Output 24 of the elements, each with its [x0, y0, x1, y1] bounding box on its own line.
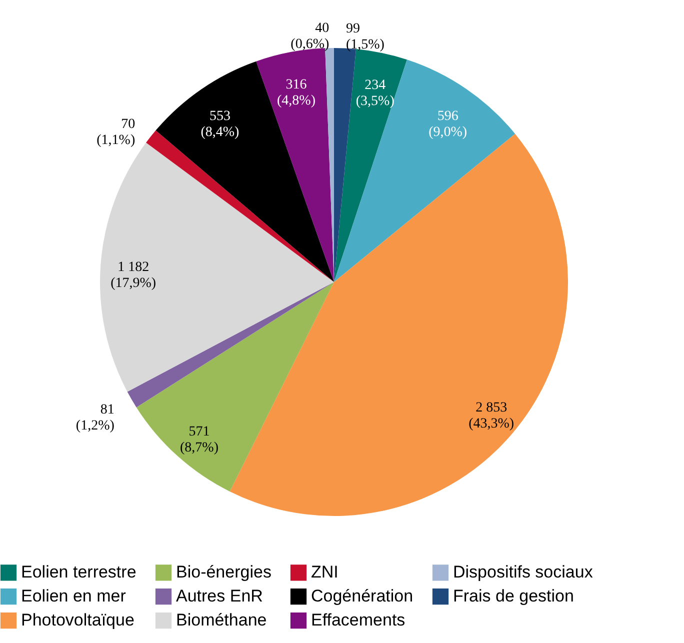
- legend-label: Autres EnR: [176, 586, 263, 606]
- legend-label: Effacements: [311, 610, 406, 630]
- data-label: 99 (1,5%): [346, 21, 385, 52]
- pie-slice: [156, 61, 334, 282]
- data-label: 553 (8,4%): [200, 109, 240, 140]
- data-label: 596 (9,0%): [428, 109, 468, 140]
- legend-label: Bio-énergies: [176, 562, 272, 582]
- data-label: 40 (0,6%): [290, 21, 330, 52]
- legend-label: Frais de gestion: [453, 586, 574, 606]
- legend-label: Photovoltaïque: [21, 610, 134, 630]
- legend-label: ZNI: [311, 562, 338, 582]
- data-label: 2 853 (43,3%): [468, 400, 514, 432]
- data-label: 571 (8,7%): [180, 424, 219, 456]
- data-label: 234 (3,5%): [356, 78, 395, 110]
- legend-label: Eolien terrestre: [21, 562, 136, 582]
- legend-label: Dispositifs sociaux: [453, 562, 594, 582]
- pie-slice: [334, 60, 516, 282]
- data-label: 1 182 (17,9%): [110, 260, 156, 291]
- data-label: 70 (1,1%): [96, 116, 136, 148]
- legend-label: Cogénération: [311, 586, 414, 606]
- data-label: 81 (1,2%): [76, 402, 115, 434]
- data-label: 316 (4,8%): [277, 77, 316, 108]
- legend-label: Eolien en mer: [21, 586, 126, 606]
- legend-label: Biométhane: [176, 610, 267, 630]
